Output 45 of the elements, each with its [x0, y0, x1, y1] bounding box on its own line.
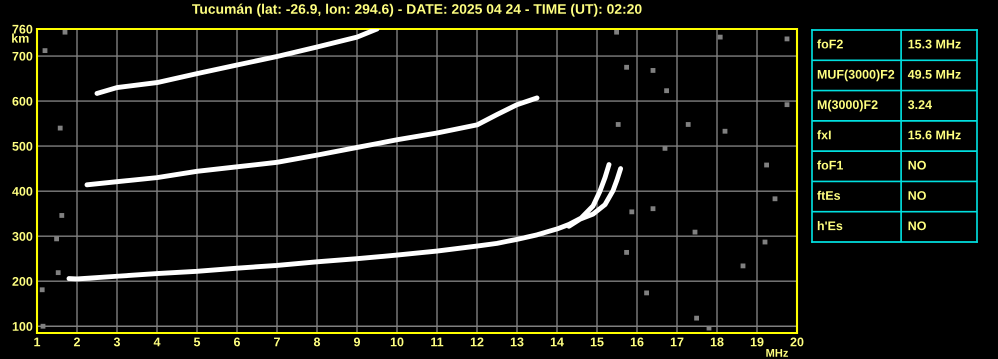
text: 15.3 MHz	[908, 40, 961, 49]
text: MUF(3000)F2	[818, 70, 894, 82]
x-axis-title: MHz	[766, 349, 788, 357]
y-tick-label: 400	[12, 186, 32, 196]
text: M(3000)F2	[818, 100, 878, 112]
x-tick-label: 10	[390, 337, 404, 346]
y-tick-label: 700	[12, 52, 32, 61]
x-tick-label: 12	[470, 337, 484, 346]
text: h'Es	[818, 221, 842, 230]
x-tick-label: 8	[314, 337, 320, 346]
x-tick-label: 15	[590, 338, 604, 346]
x-tick-label: 6	[234, 337, 240, 346]
text: NO	[908, 160, 926, 170]
chart-title: Tucumán (lat: -26.9, lon: 294.6) - DATE: 2025 04 24 - TIME (UT): 02:20	[192, 4, 642, 17]
text: NO	[908, 221, 926, 230]
x-tick-label: 16	[630, 337, 644, 346]
x-tick-label: 14	[550, 338, 564, 346]
x-tick-label: 3	[114, 337, 120, 346]
x-tick-label: 20	[790, 337, 804, 346]
x-tick-label: 2	[74, 337, 80, 346]
x-tick-label: 13	[510, 337, 524, 346]
text: NO	[908, 191, 926, 200]
x-tick-label: 17	[670, 338, 684, 346]
x-tick-label: 1	[34, 338, 40, 346]
text: fxI	[817, 130, 831, 140]
text: foF1	[817, 160, 843, 170]
y-tick-label: 100	[12, 322, 32, 331]
x-tick-label: 5	[194, 338, 200, 346]
y-tick-label: 200	[12, 277, 32, 286]
y-tick-label: 300	[12, 232, 32, 241]
x-tick-label: 19	[750, 337, 764, 346]
text: 3.24	[908, 100, 932, 110]
x-tick-label: 7	[274, 338, 280, 346]
text: ftEs	[817, 190, 840, 200]
x-tick-label: 11	[431, 338, 444, 346]
x-tick-label: 9	[354, 337, 360, 346]
x-tick-label: 4	[154, 338, 160, 346]
text: 15.6 MHz	[908, 130, 961, 140]
y-tick-label: 600	[12, 96, 32, 106]
y-tick-label: 500	[12, 142, 32, 151]
text: foF2	[817, 39, 843, 48]
y-axis-title: km	[12, 34, 29, 43]
x-tick-label: 18	[710, 337, 724, 346]
y-tick-label: 760	[12, 24, 32, 34]
text: 49.5 MHz	[908, 70, 961, 79]
